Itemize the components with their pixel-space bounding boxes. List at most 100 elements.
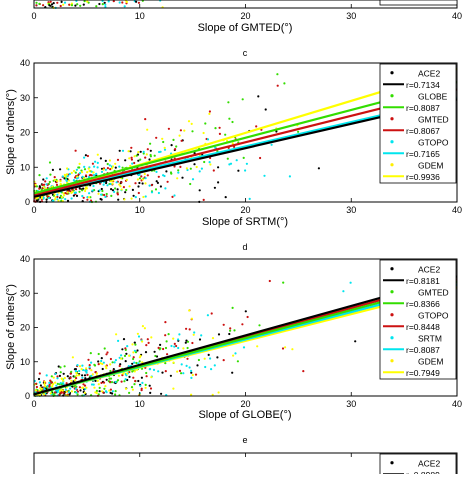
data-point: [185, 364, 188, 367]
data-point: [97, 360, 100, 363]
data-point: [122, 372, 125, 375]
data-point: [74, 4, 77, 7]
data-point: [96, 161, 99, 164]
data-point: [136, 178, 139, 181]
data-point: [81, 376, 84, 379]
data-point: [87, 167, 90, 170]
data-point: [142, 150, 145, 153]
data-point: [72, 380, 75, 383]
data-point: [131, 162, 134, 165]
data-point: [226, 157, 229, 160]
data-point: [118, 364, 121, 368]
data-point: [218, 132, 221, 135]
data-point: [120, 354, 123, 357]
data-point: [228, 117, 231, 120]
data-point: [111, 361, 114, 364]
data-point: [173, 345, 176, 348]
data-point: [222, 359, 225, 362]
data-point: [77, 166, 80, 169]
data-point: [144, 351, 148, 354]
data-point: [178, 369, 182, 372]
x-tick-label: 20: [240, 399, 250, 409]
data-point: [67, 179, 71, 182]
data-point: [131, 343, 134, 346]
data-point: [130, 158, 133, 161]
data-point: [58, 393, 61, 396]
data-point: [349, 281, 352, 284]
data-point: [104, 159, 107, 162]
data-point: [40, 197, 43, 200]
data-point: [133, 370, 136, 373]
y-tick-label: 0: [25, 391, 30, 401]
data-point: [180, 363, 183, 366]
data-point: [149, 391, 152, 394]
data-point: [111, 390, 114, 393]
data-point: [65, 390, 68, 393]
data-point: [116, 158, 120, 161]
data-point: [103, 1, 106, 4]
data-point: [104, 168, 107, 171]
data-point: [75, 168, 78, 171]
y-tick-label: 40: [20, 58, 30, 68]
data-point: [66, 191, 69, 194]
data-point: [99, 197, 102, 201]
data-point: [101, 3, 104, 6]
y-tick-label: 30: [20, 288, 30, 298]
panel-c-ticks: 0 10 20 30 40 0 10 20 30 40: [20, 58, 462, 215]
data-point: [86, 198, 89, 201]
data-point: [145, 371, 148, 375]
data-point: [53, 198, 57, 201]
data-point: [126, 345, 129, 348]
data-point: [56, 375, 59, 378]
data-point: [102, 168, 105, 171]
legend-series-name: GDEM: [418, 357, 444, 367]
data-point: [190, 376, 193, 379]
data-point: [53, 178, 56, 181]
legend-series-name: ACE2: [418, 265, 440, 275]
data-point: [122, 338, 126, 341]
data-point: [186, 340, 190, 343]
data-point: [139, 158, 142, 161]
data-point: [102, 381, 106, 384]
data-point: [70, 191, 73, 194]
data-point: [189, 167, 192, 170]
data-point: [88, 192, 91, 195]
data-point: [63, 173, 66, 176]
data-point: [99, 157, 102, 160]
data-point: [189, 182, 192, 186]
data-point: [97, 383, 100, 386]
data-point: [75, 194, 79, 197]
data-point: [106, 351, 109, 354]
data-point: [77, 374, 80, 377]
data-point: [60, 196, 63, 199]
data-point: [123, 5, 126, 8]
data-point: [203, 160, 206, 164]
data-point: [95, 389, 98, 392]
data-point: [56, 382, 59, 385]
data-point: [88, 366, 91, 369]
data-point: [82, 196, 85, 199]
data-point: [81, 364, 84, 367]
data-point: [73, 375, 76, 378]
data-point: [139, 150, 142, 153]
data-point: [128, 354, 131, 357]
data-point: [35, 385, 39, 389]
data-point: [208, 112, 211, 115]
data-point: [121, 348, 124, 351]
data-point: [204, 365, 207, 369]
data-point: [190, 369, 193, 372]
data-point: [109, 357, 112, 361]
data-point: [128, 375, 131, 378]
data-point: [119, 185, 122, 188]
data-point: [37, 377, 41, 381]
data-point: [143, 327, 146, 330]
data-point: [85, 367, 88, 370]
panel-b: 0 10 20 30 40 Slope of GMTED(°): [31, 0, 462, 34]
panel-c-y-axis-label: Slope of others(°): [5, 89, 17, 175]
panel-e-title: e: [242, 435, 247, 445]
data-point: [120, 188, 123, 191]
data-point: [59, 382, 62, 385]
legend-marker: [390, 461, 394, 465]
